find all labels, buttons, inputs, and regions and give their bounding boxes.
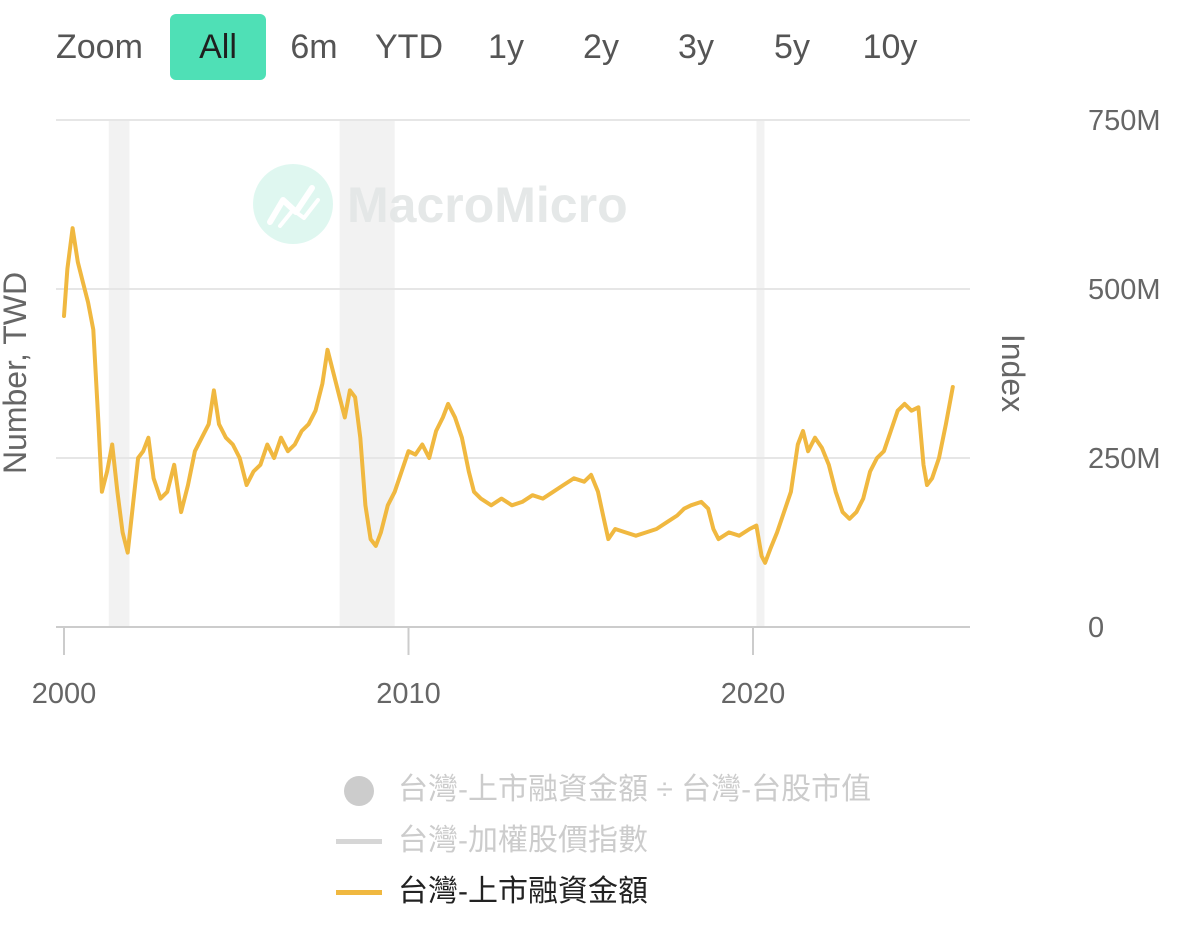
grid-lines [56,119,970,459]
recession-band [339,120,395,627]
legend-line-icon [336,890,382,895]
recession-band [108,120,130,627]
legend-label: 台灣-上市融資金額 [398,875,648,908]
legend-circle-icon [344,776,374,806]
zoom-5y-button[interactable]: 5y [774,28,810,66]
watermark-logo-mark-2 [278,198,320,228]
x-tick-label: 2010 [376,678,441,710]
legend-label: 台灣-上市融資金額 ÷ 台灣-台股市值 [398,773,872,806]
x-tick-label: 2000 [32,678,97,710]
x-tick-label: 2020 [721,678,786,710]
zoom-2y-button[interactable]: 2y [583,28,619,66]
watermark-logo-icon [253,164,333,244]
recession-band [756,120,765,627]
x-axis: 2000 2010 2020 [32,626,970,710]
zoom-10y-button[interactable]: 10y [862,28,918,66]
zoom-6m-button[interactable]: 6m [290,28,338,66]
zoom-3y-button[interactable]: 3y [678,28,714,66]
series-line-margin-amount [62,226,955,565]
zoom-label: Zoom [56,28,143,66]
zoom-1y-button[interactable]: 1y [488,28,524,66]
series-layer [62,226,955,565]
y-tick-label: 750M [1088,105,1161,137]
watermark-logo-mark [267,185,315,225]
watermark-text: MacroMicro [347,177,628,233]
legend-label: 台灣-加權股價指數 [398,824,648,857]
y-axis-right: 0 250M 500M 750M [1088,105,1161,644]
legend-line-icon [336,839,382,844]
y-tick-label: 250M [1088,443,1161,475]
zoom-ytd-button[interactable]: YTD [375,28,443,66]
recession-bands [108,120,765,627]
y-axis-title-left: Number, TWD [0,272,33,474]
y-axis-title-right: Index [995,334,1031,412]
zoom-all-button[interactable]: All [170,14,266,80]
macromicro-watermark: MacroMicro [253,164,628,244]
y-tick-label: 500M [1088,274,1161,306]
y-tick-label: 0 [1088,612,1104,644]
zoom-bar: Zoom All 6m YTD 1y 2y 3y 5y 10y [0,14,960,80]
